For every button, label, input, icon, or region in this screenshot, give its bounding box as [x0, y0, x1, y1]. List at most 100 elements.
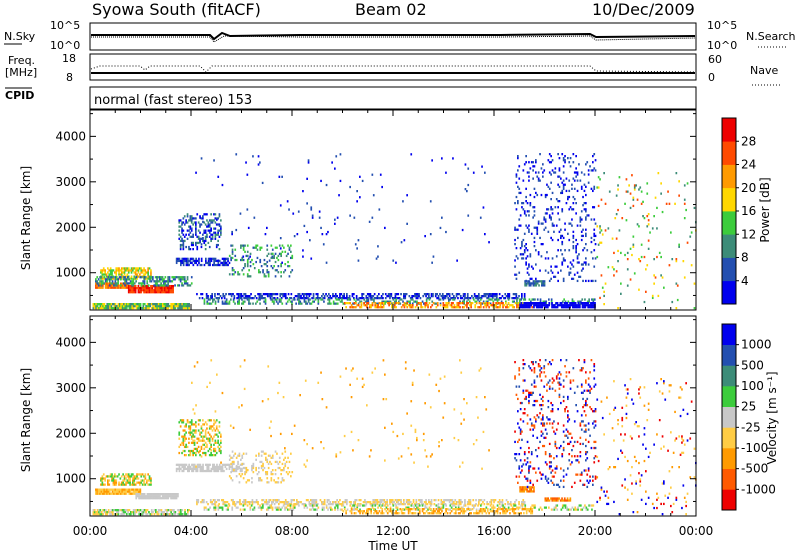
power-cell: [567, 233, 569, 235]
power-cell: [544, 280, 546, 282]
power-cell: [453, 295, 455, 297]
power-cell: [548, 272, 550, 274]
power-cell: [242, 256, 244, 258]
power-cell: [570, 223, 572, 225]
power-cell: [550, 161, 552, 163]
power-cell: [220, 230, 222, 232]
velocity-cell: [389, 503, 391, 505]
velocity-cell: [227, 509, 229, 511]
power-cell: [639, 186, 641, 188]
power-cell: [563, 180, 565, 182]
power-cell: [368, 298, 370, 300]
power-cell: [212, 221, 214, 223]
velocity-cell: [178, 452, 180, 454]
power-cell: [515, 302, 517, 304]
power-cell: [404, 295, 406, 297]
power-cell: [564, 159, 566, 161]
power-cell: [427, 304, 429, 306]
velocity-cell: [216, 434, 218, 436]
power-cell: [340, 153, 342, 155]
velocity-cell: [120, 477, 122, 479]
power-cell: [337, 217, 339, 219]
power-cell: [349, 215, 351, 217]
power-cell: [555, 276, 557, 278]
power-cell: [132, 269, 134, 271]
power-cell: [249, 256, 251, 258]
power-cell: [238, 301, 240, 303]
power-cell: [409, 301, 411, 303]
velocity-cell: [527, 422, 529, 424]
velocity-cell: [151, 509, 153, 511]
velocity-cell: [222, 507, 224, 509]
power-cell: [209, 262, 211, 264]
power-cell: [300, 295, 302, 297]
power-cell: [265, 298, 267, 300]
power-cell: [250, 253, 252, 255]
velocity-cell: [510, 501, 512, 503]
power-cell: [641, 244, 643, 246]
power-cell: [577, 272, 579, 274]
velocity-cell: [198, 438, 200, 440]
power-cell: [196, 293, 198, 295]
power-cell: [687, 182, 689, 184]
velocity-cell: [183, 444, 185, 446]
velocity-cell: [136, 511, 138, 513]
power-cell: [467, 215, 469, 217]
power-cell: [499, 306, 501, 308]
power-cell: [523, 169, 525, 171]
power-cell: [467, 295, 469, 297]
power-cell: [502, 295, 504, 297]
power-cell: [585, 306, 587, 308]
power-cell: [247, 251, 249, 253]
power-colorbar-tick-label: 4: [741, 274, 749, 288]
velocity-cell: [521, 465, 523, 467]
velocity-cell: [229, 468, 231, 470]
power-cell: [288, 298, 290, 300]
power-cell: [209, 236, 211, 238]
velocity-cell: [195, 452, 197, 454]
velocity-cell: [343, 510, 345, 512]
power-cell: [294, 235, 296, 237]
velocity-cell: [118, 482, 120, 484]
power-cell: [239, 273, 241, 275]
power-cell: [581, 171, 583, 173]
power-cell: [280, 204, 282, 206]
power-cell: [684, 184, 686, 186]
power-cell: [431, 304, 433, 306]
velocity-cell: [521, 469, 523, 471]
velocity-cell: [215, 429, 217, 431]
velocity-cell: [184, 450, 186, 452]
velocity-cell: [444, 512, 446, 514]
power-cell: [575, 239, 577, 241]
velocity-cell: [499, 499, 501, 501]
power-cell: [111, 273, 113, 275]
velocity-cell: [531, 510, 533, 512]
power-cell: [603, 295, 605, 297]
power-cell: [603, 291, 605, 293]
power-cell: [592, 155, 594, 157]
power-cell: [394, 304, 396, 306]
velocity-cell: [415, 508, 417, 510]
power-cell: [232, 251, 234, 253]
power-cell: [338, 194, 340, 196]
power-cell: [438, 295, 440, 297]
velocity-cell: [216, 452, 218, 454]
power-cell: [648, 213, 650, 215]
power-cell: [247, 273, 249, 275]
power-cell: [332, 293, 334, 295]
power-cell: [532, 161, 534, 163]
velocity-cell: [359, 504, 361, 506]
power-cell: [676, 172, 678, 174]
power-cell: [302, 256, 304, 258]
velocity-cell: [520, 512, 522, 514]
power-cell: [671, 301, 673, 303]
power-cell: [195, 262, 197, 264]
power-cell: [546, 251, 548, 253]
velocity-cell: [528, 469, 530, 471]
velocity-cell: [209, 434, 211, 436]
velocity-cell: [226, 468, 228, 470]
power-cell: [454, 298, 456, 300]
velocity-cell: [146, 482, 148, 484]
velocity-cell: [324, 499, 326, 501]
